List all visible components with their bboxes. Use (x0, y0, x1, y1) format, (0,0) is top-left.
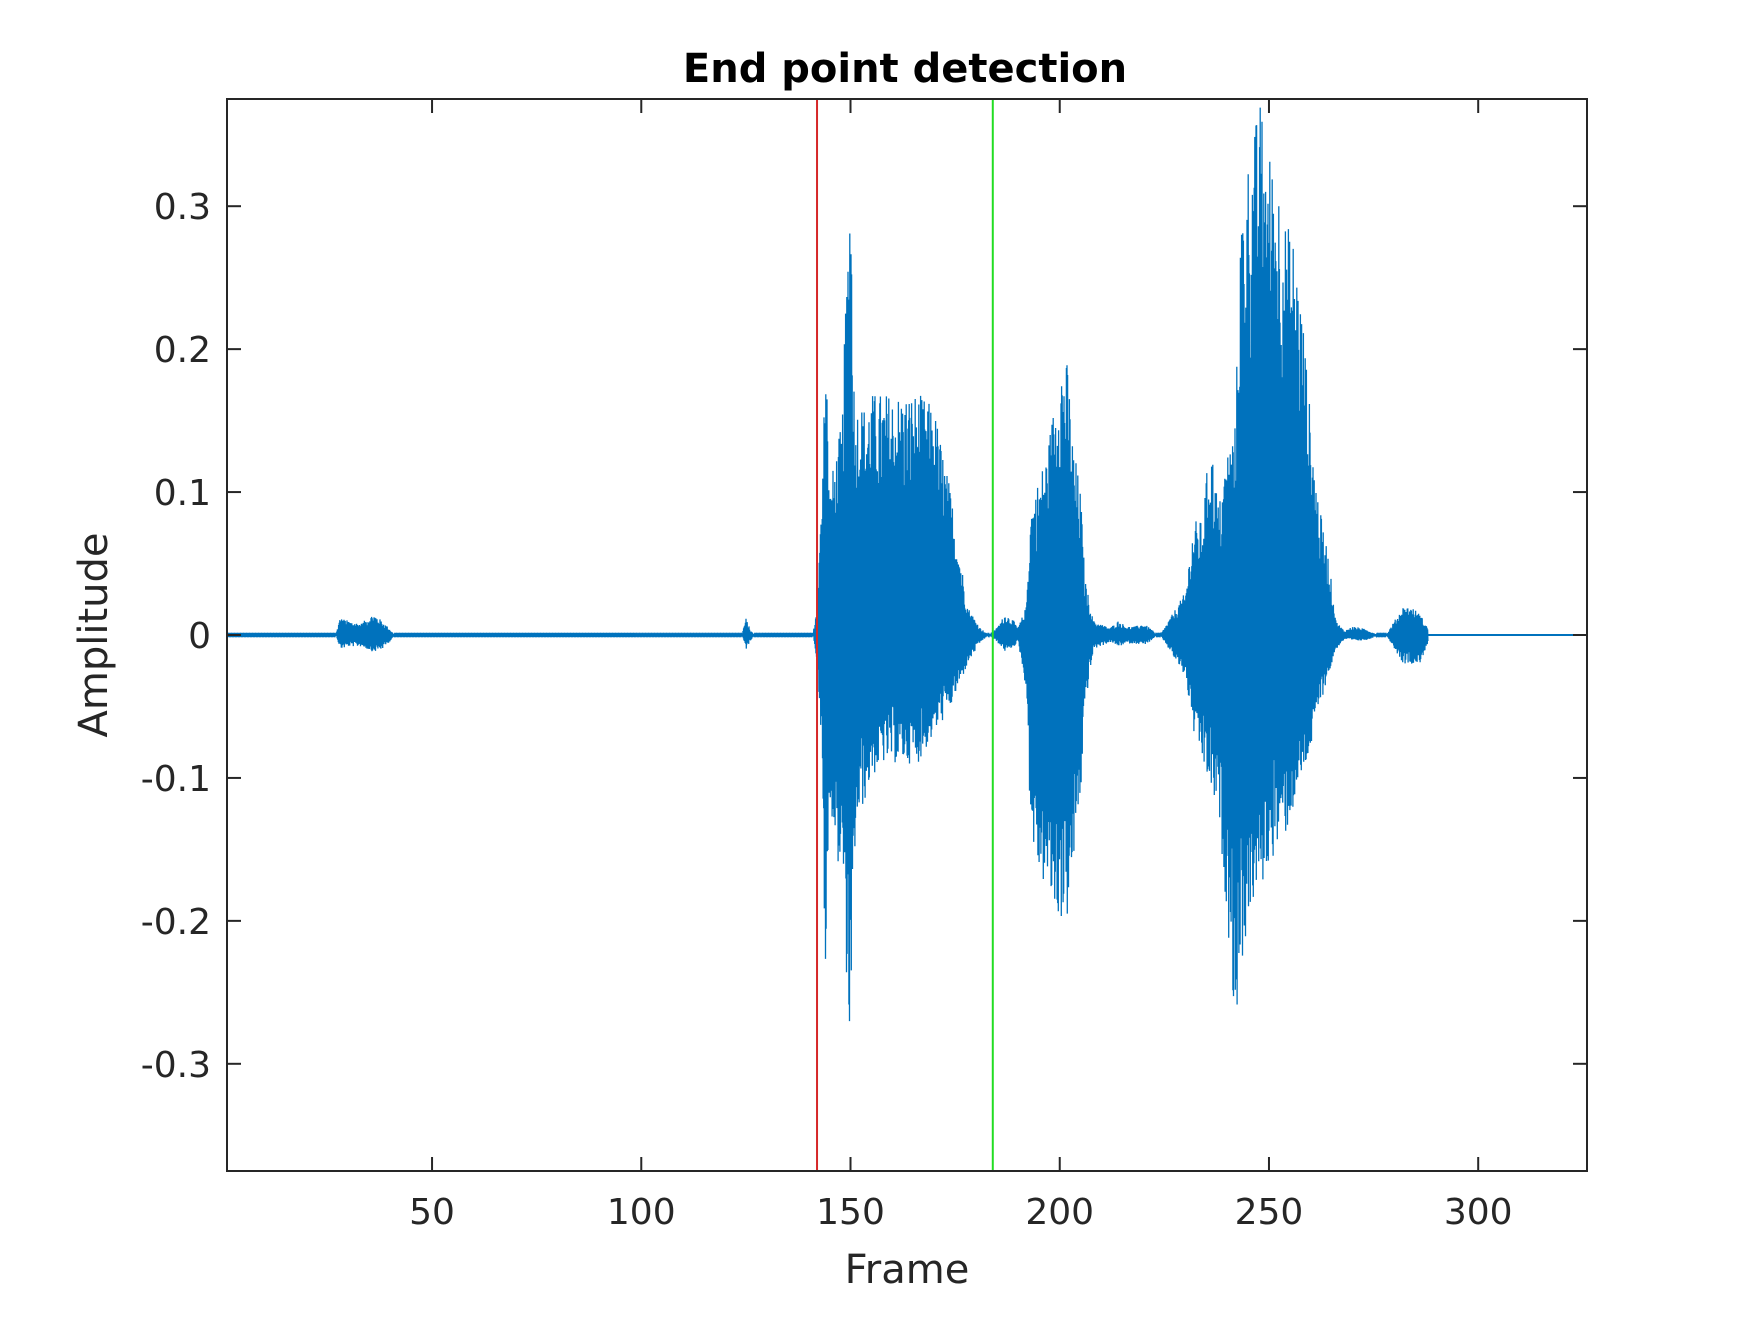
y-tick-label: 0.3 (154, 187, 211, 228)
marker-layer (816, 99, 994, 1171)
x-tick-label: 50 (409, 1192, 455, 1233)
chart-title: End point detection (683, 46, 1127, 92)
y-tick-label: 0.2 (154, 330, 211, 371)
y-axis-label: Amplitude (71, 533, 117, 738)
tick-layer: 50 100 150 200 250 300 -0.3 -0.2 -0.1 0 0.1 0.2 0.3 (141, 99, 1587, 1233)
axes: 50 100 150 200 250 300 -0.3 -0.2 -0.1 0 0.1 0.2 0.3 (141, 98, 1588, 1233)
x-tick-label: 100 (607, 1192, 676, 1233)
x-tick-label: 300 (1444, 1192, 1513, 1233)
x-tick-label: 250 (1235, 1192, 1304, 1233)
axes-box (226, 98, 1588, 1172)
x-axis-label: Frame (845, 1247, 970, 1293)
y-tick-label: 0 (188, 616, 211, 657)
y-tick-label: -0.2 (141, 902, 211, 943)
y-tick-label: 0.1 (154, 473, 211, 514)
y-tick-label: -0.3 (141, 1045, 211, 1086)
x-tick-label: 200 (1025, 1192, 1094, 1233)
series-layer (226, 107, 1587, 1022)
y-tick-label: -0.1 (141, 759, 211, 800)
x-tick-label: 150 (816, 1192, 885, 1233)
